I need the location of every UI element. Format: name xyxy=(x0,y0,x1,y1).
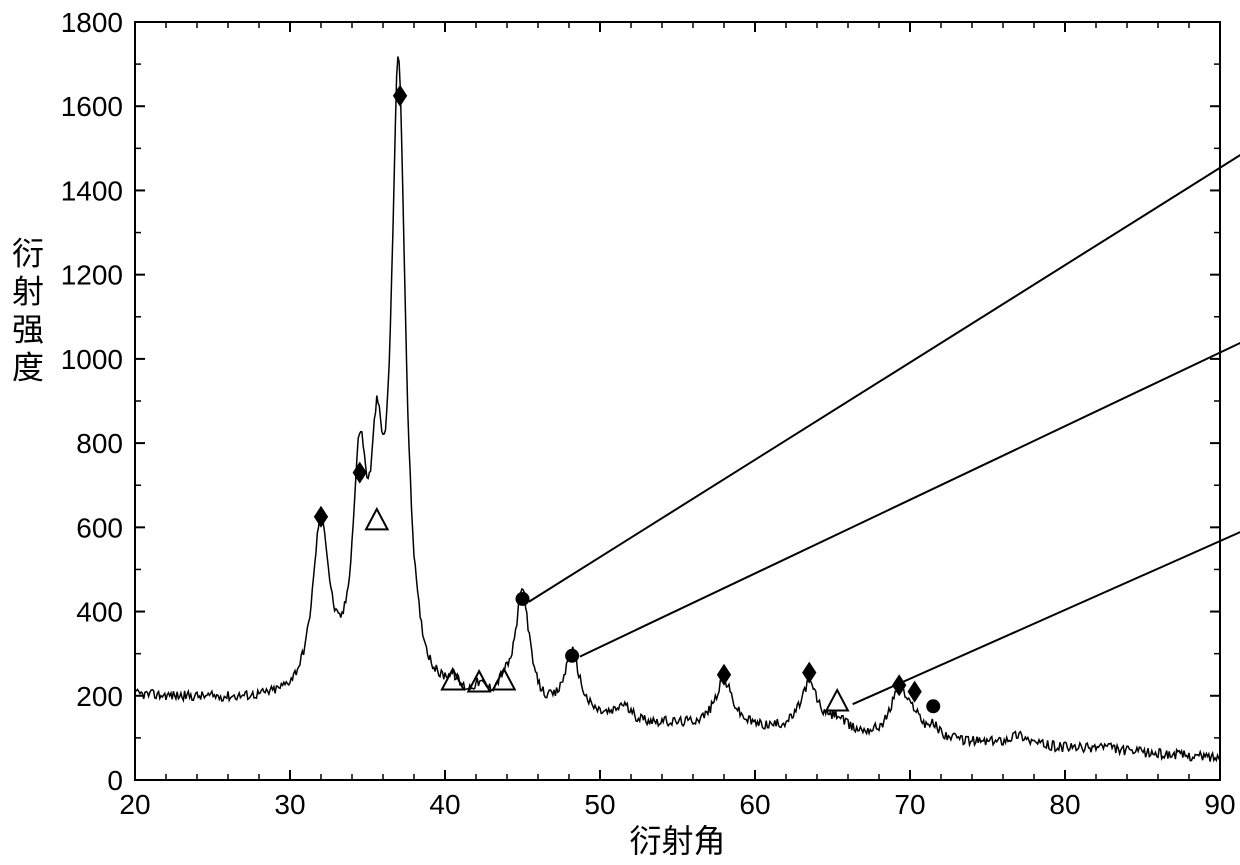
y-tick-label: 0 xyxy=(107,765,123,796)
annotation-leader xyxy=(529,148,1240,602)
annotation-leader xyxy=(853,527,1240,704)
x-tick-label: 70 xyxy=(894,789,925,820)
y-tick-label: 1600 xyxy=(61,91,123,122)
y-tick-label: 400 xyxy=(76,597,123,628)
x-tick-label: 40 xyxy=(429,789,460,820)
marker-triangle xyxy=(826,690,848,710)
x-axis-label: 衍射角 xyxy=(629,823,725,859)
y-tick-label: 1400 xyxy=(61,175,123,206)
marker-diamond xyxy=(314,506,328,528)
marker-circle xyxy=(516,592,530,606)
x-tick-label: 50 xyxy=(584,789,615,820)
y-tick-label: 1200 xyxy=(61,260,123,291)
marker-diamond xyxy=(393,85,407,107)
annotation-leader xyxy=(580,338,1240,657)
y-tick-label: 1000 xyxy=(61,344,123,375)
plot-frame xyxy=(135,22,1220,780)
marker-circle xyxy=(926,699,940,713)
y-tick-label: 1800 xyxy=(61,7,123,38)
y-axis-label-char: 度 xyxy=(12,350,44,386)
x-tick-label: 90 xyxy=(1204,789,1235,820)
y-axis-label-char: 射 xyxy=(12,274,44,310)
x-tick-label: 30 xyxy=(274,789,305,820)
y-tick-label: 800 xyxy=(76,428,123,459)
xrd-curve xyxy=(135,57,1220,762)
x-tick-label: 20 xyxy=(119,789,150,820)
x-tick-label: 80 xyxy=(1049,789,1080,820)
marker-diamond xyxy=(802,662,816,684)
chart-svg: 20 30 40 50 60 70 80 90 0 200 400 600 800 1000 1200 140… xyxy=(0,0,1240,865)
marker-diamond xyxy=(717,664,731,686)
y-axis-label-char: 强 xyxy=(12,312,44,348)
marker-circle xyxy=(565,649,579,663)
xrd-chart: 20 30 40 50 60 70 80 90 0 200 400 600 800 1000 1200 140… xyxy=(0,0,1240,865)
y-axis-label-char: 衍 xyxy=(12,236,44,272)
y-tick-label: 200 xyxy=(76,681,123,712)
y-tick-label: 600 xyxy=(76,512,123,543)
x-tick-label: 60 xyxy=(739,789,770,820)
marker-triangle xyxy=(366,509,388,529)
